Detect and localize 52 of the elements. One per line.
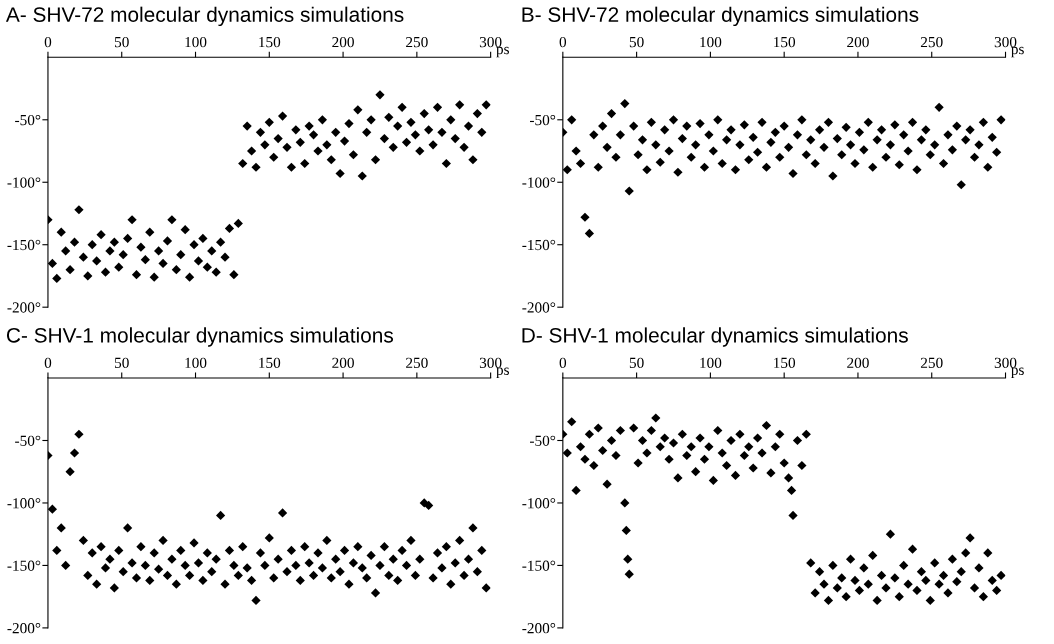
x-tick-label: 100 [700, 357, 722, 368]
x-tick-label: 100 [700, 36, 722, 48]
x-tick-label: 300 [479, 36, 502, 48]
x-tick-label: 100 [185, 357, 207, 368]
x-tick-label: 50 [629, 357, 644, 368]
y-tick-label: -150° [7, 560, 41, 571]
chart-title: B- SHV-72 molecular dynamics simulations [522, 6, 919, 27]
x-tick-label: 50 [114, 36, 129, 48]
x-tick-label: 150 [259, 357, 281, 368]
x-tick-label: 250 [920, 357, 943, 368]
x-axis-title: ps [1011, 367, 1024, 379]
x-tick-label: 200 [332, 357, 354, 368]
y-tick-label: -50° [15, 435, 41, 446]
y-tick-label: -150° [522, 560, 556, 571]
x-tick-label: 200 [332, 36, 354, 48]
chart-title: D- SHV-1 molecular dynamics simulations [522, 327, 908, 347]
x-tick-label: 150 [774, 36, 796, 48]
y-tick-label: -200° [522, 302, 556, 313]
x-tick-label: 200 [847, 357, 869, 368]
y-tick-label: -200° [7, 302, 41, 313]
y-tick-label: -50° [15, 114, 41, 126]
x-tick-label: 150 [259, 36, 281, 48]
y-tick-label: -100° [522, 177, 556, 188]
y-tick-label: -50° [529, 114, 556, 126]
x-tick-label: 250 [406, 357, 428, 368]
x-tick-label: 0 [559, 36, 567, 48]
y-tick-label: -50° [529, 435, 556, 446]
y-tick-label: -150° [522, 239, 556, 251]
x-axis-title: ps [1011, 46, 1024, 58]
y-tick-label: -100° [522, 498, 556, 509]
x-tick-label: 300 [994, 357, 1017, 368]
x-tick-label: 300 [994, 36, 1017, 48]
x-axis-title: ps [496, 367, 509, 379]
y-tick-label: -100° [7, 177, 41, 188]
x-tick-label: 50 [629, 36, 644, 48]
x-tick-label: 100 [185, 36, 207, 48]
y-tick-label: -200° [7, 623, 41, 634]
chart-title: C- SHV-1 molecular dynamics simulations [6, 327, 394, 347]
y-tick-label: -100° [7, 498, 41, 509]
x-tick-label: 150 [774, 357, 796, 368]
x-tick-label: 0 [44, 36, 52, 48]
x-tick-label: 200 [847, 36, 869, 48]
y-tick-label: -200° [522, 623, 556, 634]
x-tick-label: 0 [559, 357, 567, 368]
x-tick-label: 300 [479, 357, 502, 368]
x-tick-label: 250 [920, 36, 943, 48]
x-tick-label: 0 [44, 357, 52, 368]
chart-title: A- SHV-72 molecular dynamics simulations [5, 6, 404, 27]
x-tick-label: 50 [114, 357, 129, 368]
x-axis-title: ps [496, 46, 509, 58]
y-tick-label: -150° [7, 239, 41, 251]
x-tick-label: 250 [406, 36, 428, 48]
